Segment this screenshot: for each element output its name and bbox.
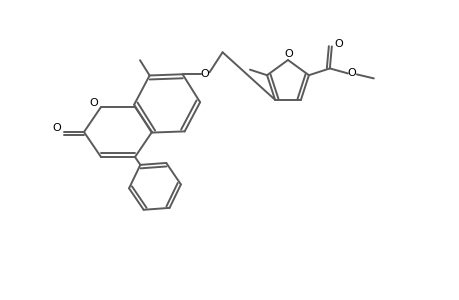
Text: O: O <box>90 98 98 108</box>
Text: O: O <box>200 69 208 79</box>
Text: O: O <box>284 49 293 59</box>
Text: O: O <box>347 68 355 78</box>
Text: O: O <box>52 123 61 133</box>
Text: O: O <box>334 39 342 50</box>
